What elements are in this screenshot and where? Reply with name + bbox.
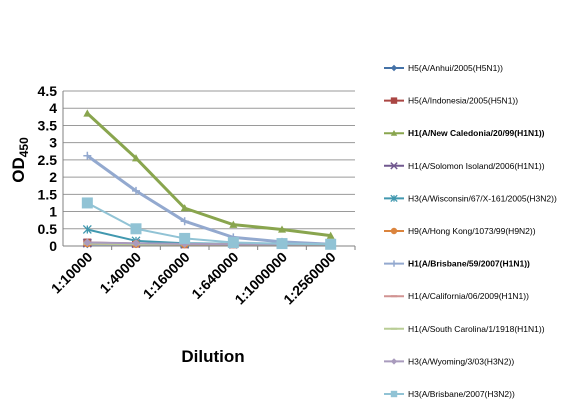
y-axis-label-main: OD — [9, 157, 28, 183]
gridlines — [62, 90, 355, 247]
data-point — [390, 130, 398, 136]
legend: H5(A/Anhui/2005(H5N1)) H5(A/Indonesia/200… — [384, 63, 557, 399]
legend-swatch-marker — [390, 162, 398, 170]
y-tick-label: 3.5 — [38, 117, 58, 133]
y-tick-label: 2.5 — [38, 152, 58, 168]
y-axis-label: OD450 — [9, 137, 31, 183]
series-10 — [81, 197, 337, 250]
legend-item: H3(A/Wisconsin/67/X-161/2005(H3N2)) — [384, 193, 557, 203]
legend-item: H1(A/Brisbane/59/2007(H1N1)) — [384, 259, 530, 269]
data-point — [276, 238, 288, 250]
x-axis-ticks: 1:10000 1:400001:1600001:6400001:10000001… — [48, 246, 356, 308]
data-point — [83, 151, 92, 160]
data-point — [83, 109, 92, 117]
legend-swatch-marker — [390, 227, 398, 235]
legend-label: H5(A/Anhui/2005(H5N1)) — [408, 63, 503, 73]
data-point — [82, 225, 92, 234]
data-point — [83, 238, 92, 247]
legend-item: H3(A/Brisbane/2007(H3N2)) — [384, 389, 515, 399]
x-tick-label: 1:40000 — [96, 249, 144, 297]
legend-swatch-marker — [390, 358, 398, 365]
y-tick-label: 0 — [49, 238, 57, 254]
legend-label: H1(A/Brisbane/59/2007(H1N1)) — [408, 259, 530, 269]
data-point — [390, 358, 398, 365]
legend-swatch-marker — [390, 390, 398, 398]
legend-item: H1(A/Solomon Isoland/2006(H1N1)) — [384, 161, 545, 171]
data-point — [132, 186, 140, 195]
data-point — [390, 227, 398, 235]
y-tick-label: 4 — [49, 100, 57, 116]
y-tick-label: 4.5 — [38, 83, 58, 99]
y-tick-label: 3 — [49, 135, 57, 151]
legend-swatch-marker — [390, 130, 398, 136]
legend-item: H1(A/California/06/2009(H1N1)) — [384, 291, 529, 301]
data-point — [278, 225, 286, 233]
y-tick-label: 0.5 — [38, 221, 58, 237]
data-point — [227, 237, 239, 249]
data-point — [179, 232, 191, 244]
legend-label: H1(A/California/06/2009(H1N1)) — [408, 291, 529, 301]
y-axis-label-subscript: 450 — [17, 137, 31, 157]
legend-swatch-marker — [390, 194, 398, 203]
x-tick-label: 1:2560000 — [280, 249, 339, 308]
series-line — [86, 202, 331, 246]
data-point — [325, 238, 337, 250]
data-point — [390, 260, 398, 267]
y-axis-ticks: 00.51 1.522.53 3.544.5 — [38, 83, 58, 254]
legend-label: H5(A/Indonesia/2005(H5N1)) — [408, 96, 518, 106]
legend-label: H1(A/New Caledonia/20/99(H1N1)) — [408, 128, 545, 138]
legend-swatch-marker — [390, 97, 398, 104]
y-tick-label: 1 — [49, 204, 57, 220]
data-point — [81, 197, 93, 209]
legend-item: H9(A/Hong Kong/1073/99(H9N2)) — [384, 226, 536, 236]
legend-label: H1(A/Solomon Isoland/2006(H1N1)) — [408, 161, 545, 171]
legend-item: H1(A/South Carolina/1/1918(H1N1)) — [384, 324, 545, 334]
legend-swatch-marker — [390, 260, 398, 267]
legend-label: H1(A/South Carolina/1/1918(H1N1)) — [408, 324, 545, 334]
data-point — [132, 239, 140, 248]
data-point — [229, 220, 238, 228]
x-tick-label: 1:160000 — [140, 249, 193, 302]
series-line — [86, 112, 331, 238]
data-point — [390, 97, 398, 104]
y-tick-label: 1.5 — [38, 186, 58, 202]
data-point — [390, 162, 398, 170]
data-point — [180, 204, 189, 212]
legend-item: H5(A/Anhui/2005(H5N1)) — [384, 63, 503, 73]
series-lines — [81, 109, 337, 250]
series-6 — [83, 151, 335, 249]
data-point — [326, 231, 335, 239]
data-point — [390, 390, 398, 398]
y-tick-label: 2 — [49, 169, 57, 185]
x-axis-label: Dilution — [181, 347, 244, 366]
legend-item: H5(A/Indonesia/2005(H5N1)) — [384, 96, 518, 106]
data-point — [390, 194, 398, 203]
legend-label: H3(A/Wisconsin/67/X-161/2005(H3N2)) — [408, 193, 557, 203]
legend-item: H3(A/Wyoming/3/03(H3N2)) — [384, 356, 514, 366]
legend-label: H3(A/Wyoming/3/03(H3N2)) — [408, 356, 514, 366]
x-tick-label: 1:10000 — [48, 249, 96, 297]
data-point — [130, 223, 142, 235]
legend-label: H3(A/Brisbane/2007(H3N2)) — [408, 389, 515, 399]
data-point — [132, 154, 140, 162]
data-point — [180, 217, 189, 226]
legend-item: H1(A/New Caledonia/20/99(H1N1)) — [384, 128, 545, 138]
legend-swatch-marker — [390, 64, 398, 72]
series-line — [86, 154, 331, 246]
series-2 — [83, 109, 335, 239]
data-point — [390, 64, 398, 72]
legend-label: H9(A/Hong Kong/1073/99(H9N2)) — [408, 226, 536, 236]
